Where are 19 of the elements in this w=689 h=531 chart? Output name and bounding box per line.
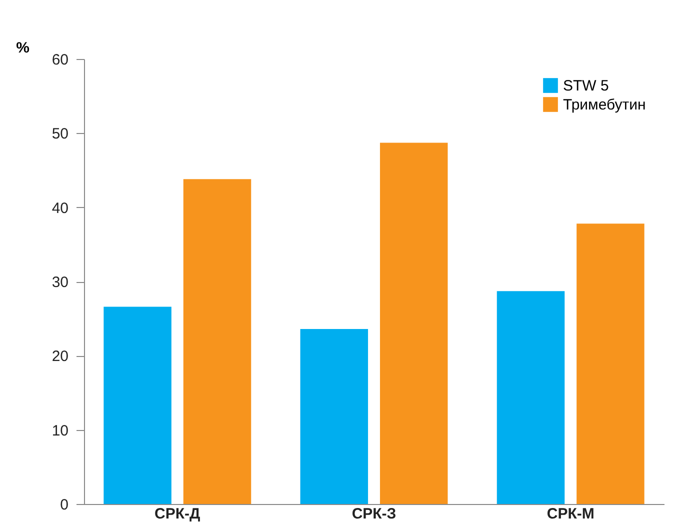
y-tick-label: 40 <box>52 200 68 217</box>
x-tick-label: СРК-З <box>352 506 396 522</box>
legend-label: Тримебутин <box>563 96 646 114</box>
y-tick-label: 60 <box>52 52 68 68</box>
y-tick-label: 0 <box>60 496 68 514</box>
y-tick-label: 10 <box>52 422 68 440</box>
y-tick-label: 20 <box>52 348 68 366</box>
x-tick-label: СРК-М <box>546 506 594 522</box>
bar <box>380 142 448 504</box>
bar <box>576 224 644 504</box>
y-tick-label: 30 <box>52 274 68 291</box>
y-tick-label: 50 <box>52 126 68 143</box>
bar <box>300 328 368 504</box>
x-tick-label: СРК-Д <box>154 506 201 522</box>
legend-label: STW 5 <box>563 78 609 94</box>
bar <box>104 306 172 504</box>
bar <box>183 179 252 504</box>
bar <box>496 291 565 504</box>
y-axis-title: % <box>16 40 30 56</box>
